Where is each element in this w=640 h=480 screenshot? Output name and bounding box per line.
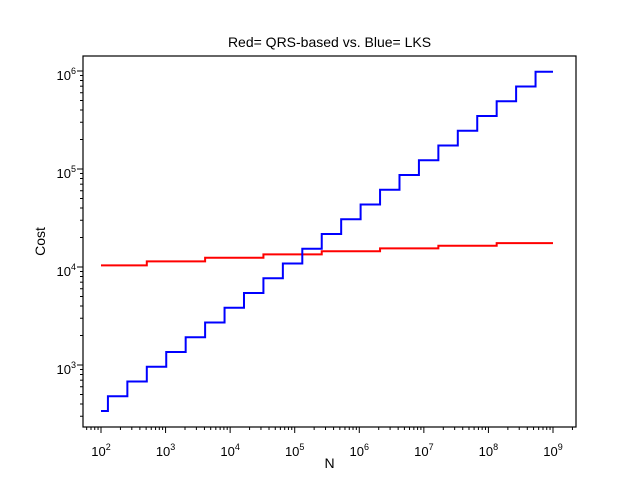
y-tick-label: 105 <box>57 164 76 181</box>
tick-base: 10 <box>350 444 364 459</box>
tick-exponent: 5 <box>71 164 76 174</box>
x-tick-label: 104 <box>220 442 239 459</box>
tick-exponent: 6 <box>364 442 369 452</box>
x-axis-label: N <box>324 455 334 471</box>
tick-exponent: 5 <box>299 442 304 452</box>
plot-frame <box>82 55 577 428</box>
tick-base: 10 <box>285 444 299 459</box>
y-tick-label: 106 <box>57 66 76 83</box>
tick-exponent: 4 <box>235 442 240 452</box>
tick-base: 10 <box>479 444 493 459</box>
x-tick-label: 106 <box>350 442 369 459</box>
x-tick-label: 105 <box>285 442 304 459</box>
tick-base: 10 <box>220 444 234 459</box>
tick-exponent: 6 <box>71 66 76 76</box>
tick-base: 10 <box>414 444 428 459</box>
x-tick-label: 108 <box>479 442 498 459</box>
y-tick-label: 104 <box>57 262 76 279</box>
tick-base: 10 <box>91 444 105 459</box>
tick-base: 10 <box>57 68 71 83</box>
tick-base: 10 <box>57 166 71 181</box>
y-tick-label: 103 <box>57 360 76 377</box>
tick-exponent: 4 <box>71 262 76 272</box>
tick-exponent: 2 <box>106 442 111 452</box>
series-path-lks <box>101 70 553 413</box>
tick-exponent: 8 <box>493 442 498 452</box>
tick-exponent: 7 <box>429 442 434 452</box>
series-path-qrs-based <box>101 242 553 267</box>
tick-base: 10 <box>57 264 71 279</box>
x-tick-label: 109 <box>543 442 562 459</box>
tick-base: 10 <box>543 444 557 459</box>
x-tick-label: 103 <box>156 442 175 459</box>
tick-exponent: 3 <box>71 360 76 370</box>
tick-base: 10 <box>57 362 71 377</box>
x-tick-label: 107 <box>414 442 433 459</box>
x-tick-label: 102 <box>91 442 110 459</box>
tick-exponent: 9 <box>558 442 563 452</box>
y-axis-label: Cost <box>32 227 48 256</box>
tick-exponent: 3 <box>170 442 175 452</box>
tick-base: 10 <box>156 444 170 459</box>
chart-title: Red= QRS-based vs. Blue= LKS <box>228 34 431 50</box>
